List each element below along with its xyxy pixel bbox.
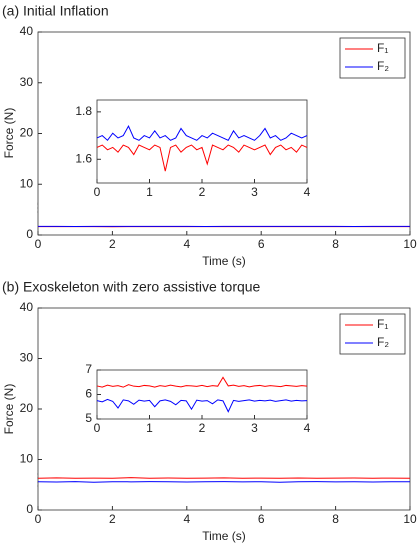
legend-label: F₂ [377,59,389,73]
x-tick-label: 2 [109,512,116,526]
y-tick-label: 0 [26,502,33,516]
inset-frame [96,369,308,420]
series-line [37,481,410,483]
y-tick-label: 30 [20,75,34,89]
x-tick-label: 0 [94,421,101,435]
x-tick-label: 1 [146,421,153,435]
y-axis-label: Force (N) [2,384,16,435]
x-tick-label: 1 [146,185,153,199]
x-tick-label: 4 [304,421,311,435]
x-tick-label: 4 [304,185,311,199]
legend-label: F₁ [377,317,388,331]
series-line [96,398,308,413]
inset-frame [96,99,308,184]
y-tick-label: 1.6 [75,151,92,165]
series-line [37,477,411,479]
y-tick-label: 40 [20,300,34,314]
x-tick-label: 8 [332,512,339,526]
series-line [96,376,308,388]
x-tick-label: 2 [199,185,206,199]
x-tick-label: 10 [403,512,417,526]
x-axis-label: Time (s) [202,529,246,543]
x-tick-label: 2 [199,421,206,435]
legend-label: F₁ [377,41,388,55]
y-tick-label: 0 [26,227,33,241]
x-axis-label: Time (s) [202,254,246,268]
series-line [96,144,308,172]
y-tick-label: 6 [85,387,92,401]
x-tick-label: 0 [35,237,42,251]
y-tick-label: 5 [85,411,92,425]
y-tick-label: 20 [20,126,34,140]
legend-label: F₂ [377,335,389,349]
chart-title: (b) Exoskeleton with zero assistive torq… [2,279,261,295]
x-tick-label: 3 [251,421,258,435]
x-tick-label: 4 [183,237,190,251]
x-tick-label: 10 [403,237,417,251]
x-tick-label: 3 [251,185,258,199]
x-tick-label: 4 [183,512,190,526]
chart-title: (a) Initial Inflation [2,3,109,19]
x-tick-label: 0 [35,512,42,526]
y-tick-label: 40 [20,24,34,38]
x-tick-label: 8 [332,237,339,251]
x-tick-label: 6 [258,237,265,251]
y-tick-label: 1.8 [75,104,92,118]
y-tick-label: 30 [20,351,34,365]
y-tick-label: 7 [85,362,92,376]
series-line [96,124,308,142]
x-tick-label: 0 [94,185,101,199]
y-tick-label: 10 [20,452,34,466]
y-tick-label: 20 [20,401,34,415]
x-tick-label: 6 [258,512,265,526]
y-axis-label: Force (N) [2,108,16,159]
y-tick-label: 10 [20,176,34,190]
x-tick-label: 2 [109,237,116,251]
legend-box [339,313,406,355]
legend-box [339,37,406,79]
